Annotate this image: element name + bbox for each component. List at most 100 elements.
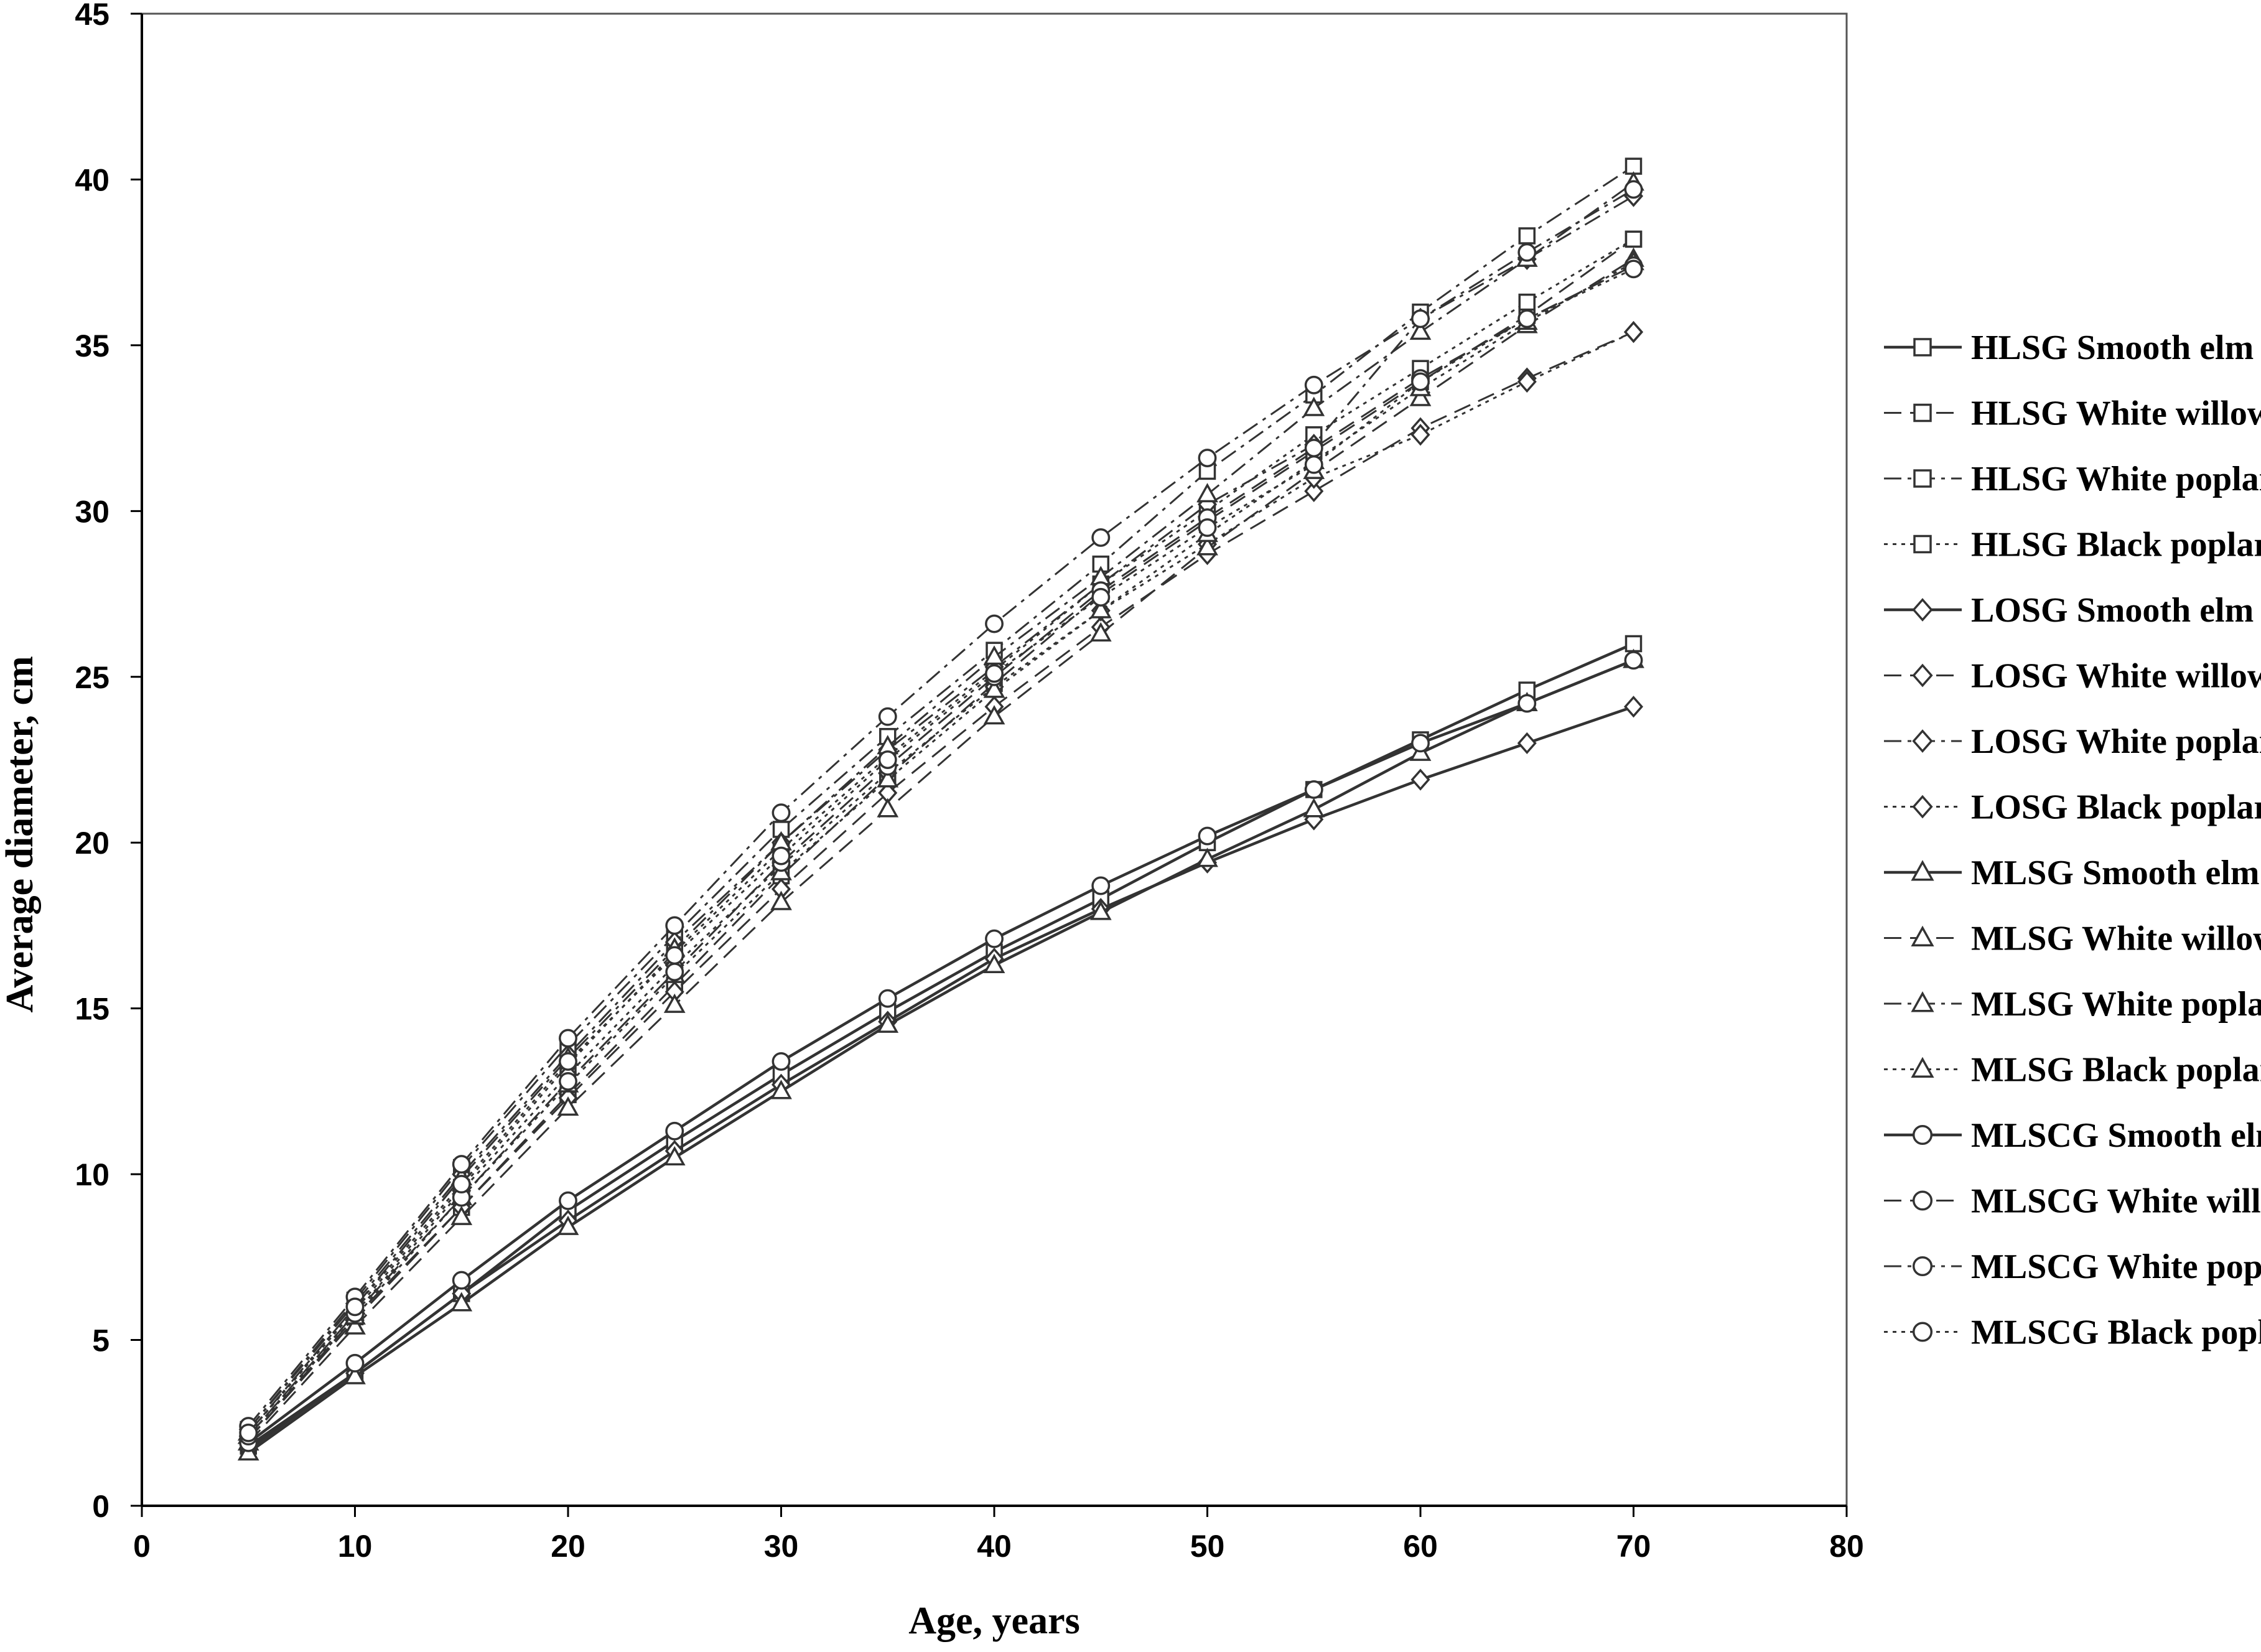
data-point — [878, 750, 897, 769]
x-tick-label: 0 — [133, 1529, 151, 1564]
data-point — [557, 1215, 579, 1235]
legend-marker — [1911, 860, 1934, 881]
data-point — [559, 1071, 577, 1091]
y-tick-label: 40 — [75, 162, 110, 197]
series-15 — [239, 180, 1643, 1436]
series-line — [247, 705, 1634, 1451]
legend-entry: LOSG White willow — [1884, 657, 2261, 696]
data-point — [665, 963, 684, 981]
data-point — [344, 1365, 366, 1384]
series-4 — [240, 230, 1643, 1442]
data-point — [1304, 455, 1323, 474]
y-tick-label: 35 — [75, 329, 110, 363]
legend-label: MLSG Black poplar — [1971, 1051, 2261, 1090]
data-point — [1091, 528, 1111, 547]
data-point — [1411, 734, 1430, 753]
data-point — [1304, 439, 1323, 458]
series-line — [248, 258, 1634, 1444]
data-point — [1517, 694, 1537, 713]
series-line — [247, 659, 1634, 1454]
data-point — [665, 1121, 684, 1141]
legend-entry: MLSG White poplar — [1884, 985, 2261, 1024]
data-point — [450, 1292, 473, 1312]
x-tick-label: 80 — [1829, 1529, 1864, 1564]
data-point — [1198, 449, 1217, 468]
legend-label: HLSG White willow — [1971, 394, 2261, 433]
series-line — [248, 238, 1634, 1434]
series-line — [248, 268, 1634, 1434]
legend-marker — [1911, 925, 1934, 946]
legend-marker — [1912, 1190, 1933, 1211]
legend-entry: MLSG White willow — [1884, 920, 2261, 958]
legend-marker — [1913, 534, 1932, 554]
data-point — [877, 768, 899, 788]
y-tick-label: 45 — [75, 0, 110, 32]
series-9 — [237, 648, 1644, 1461]
legend-marker — [1912, 1124, 1933, 1146]
data-point — [452, 1155, 471, 1174]
data-point — [450, 1205, 473, 1225]
data-point — [663, 993, 686, 1013]
data-point — [770, 1080, 792, 1099]
data-point — [1517, 243, 1537, 262]
data-point — [1198, 518, 1217, 537]
legend-entry: MLSCG White willow — [1884, 1182, 2261, 1221]
series-line — [248, 165, 1634, 1430]
data-point — [1089, 599, 1112, 618]
legend-entry: MLSCG White poplar — [1884, 1248, 2261, 1286]
data-point — [1517, 309, 1537, 329]
data-point — [1517, 370, 1537, 393]
series-14 — [239, 256, 1643, 1446]
legend-label: LOSG Black poplar — [1971, 788, 2261, 827]
data-point — [1410, 424, 1430, 446]
y-tick-label: 15 — [75, 992, 110, 1027]
y-tick-label: 0 — [92, 1489, 110, 1524]
data-point — [1089, 900, 1112, 920]
series-16 — [239, 259, 1643, 1442]
data-point — [1410, 768, 1430, 791]
data-point — [772, 803, 791, 823]
data-point — [983, 705, 1005, 725]
series-line — [248, 238, 1634, 1440]
data-point — [1303, 396, 1325, 416]
legend-entry: MLSCG Black poplar — [1884, 1314, 2261, 1352]
legend-marker — [1912, 663, 1933, 688]
legend-marker — [1913, 403, 1932, 422]
data-point — [878, 707, 897, 726]
legend-marker — [1911, 991, 1934, 1012]
data-point — [559, 1052, 577, 1071]
data-point — [239, 1423, 258, 1442]
legend-entry: MLSCG Smooth elm — [1884, 1116, 2261, 1155]
legend-label: MLSG Smooth elm — [1971, 854, 2260, 892]
data-point — [665, 916, 684, 935]
x-tick-label: 10 — [338, 1529, 373, 1564]
data-point — [452, 1175, 471, 1194]
data-point — [559, 1191, 577, 1210]
x-tick-label: 30 — [764, 1529, 799, 1564]
data-point — [877, 798, 899, 818]
data-point — [665, 946, 684, 965]
data-point — [985, 664, 1004, 683]
legend-marker — [1911, 1057, 1934, 1078]
legend-marker — [1912, 598, 1933, 622]
x-tick-label: 20 — [551, 1529, 585, 1564]
data-point — [1411, 309, 1430, 329]
x-tick-label: 60 — [1403, 1529, 1438, 1564]
legend-entry: HLSG Black poplar — [1884, 526, 2261, 564]
data-point — [559, 1029, 577, 1048]
series-12 — [237, 251, 1644, 1444]
series-line — [248, 331, 1634, 1437]
data-point — [1304, 780, 1323, 799]
series-line — [247, 659, 1634, 1444]
x-axis-title: Age, years — [908, 1600, 1079, 1642]
data-point — [985, 929, 1004, 948]
legend-entry: MLSG Black poplar — [1884, 1051, 2261, 1090]
y-tick-label: 20 — [75, 826, 110, 861]
data-point — [772, 1052, 791, 1071]
legend-label: HLSG Black poplar — [1971, 526, 2261, 564]
data-point — [878, 989, 897, 1008]
data-point — [985, 614, 1004, 633]
data-point — [1409, 320, 1432, 340]
data-point — [1198, 826, 1217, 846]
